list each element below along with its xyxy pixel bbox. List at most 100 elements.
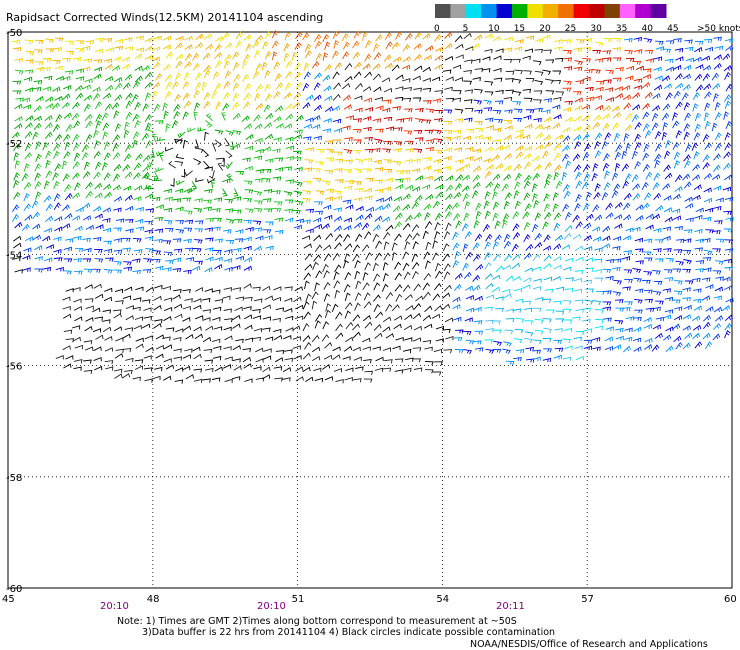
wind-barb <box>62 345 71 351</box>
wind-barb <box>243 306 252 311</box>
wind-barb <box>394 96 404 102</box>
wind-barb <box>344 271 352 281</box>
wind-barb <box>125 315 134 321</box>
wind-barb <box>13 191 21 200</box>
wind-barb <box>442 292 451 299</box>
wind-barb <box>382 203 391 210</box>
wind-barb <box>694 214 703 220</box>
wind-barb <box>45 215 54 223</box>
wind-barb <box>642 251 652 256</box>
wind-barb <box>492 241 500 250</box>
wind-barb <box>132 80 140 89</box>
wind-barb <box>333 367 343 373</box>
wind-barb <box>262 41 269 50</box>
wind-barb <box>714 142 722 151</box>
wind-barb <box>544 141 552 149</box>
wind-barb <box>193 298 202 303</box>
wind-barb <box>114 288 124 294</box>
wind-barb <box>335 332 344 340</box>
wind-barb <box>552 192 559 201</box>
wind-barb <box>342 82 351 90</box>
wind-barb <box>484 339 494 344</box>
wind-barb <box>564 211 572 221</box>
wind-barb <box>685 217 694 222</box>
wind-barb <box>353 30 361 39</box>
wind-barb <box>495 265 504 273</box>
wind-barb <box>473 320 483 325</box>
wind-barb <box>474 121 483 126</box>
wind-barb <box>381 216 391 223</box>
wind-barb <box>563 319 573 324</box>
wind-barb <box>142 268 152 274</box>
wind-barb <box>204 166 213 171</box>
wind-barb <box>584 68 593 74</box>
wind-barb <box>165 327 175 332</box>
wind-barb <box>423 272 432 281</box>
wind-barb <box>524 161 532 170</box>
wind-barb <box>585 288 594 293</box>
wind-barb <box>223 364 232 369</box>
wind-barb <box>125 357 134 363</box>
wind-barb <box>423 323 433 329</box>
wind-barb <box>703 314 712 322</box>
wind-barb <box>514 181 521 190</box>
pass-time-2: 20:10 <box>257 601 286 612</box>
wind-barb <box>583 222 592 229</box>
wind-barb <box>451 202 460 210</box>
wind-barb <box>454 35 463 43</box>
wind-barb <box>724 248 734 253</box>
wind-barb <box>313 234 322 242</box>
wind-barb <box>262 304 271 310</box>
wind-barb <box>283 335 292 340</box>
wind-barb <box>513 118 523 123</box>
wind-barb <box>135 47 144 52</box>
wind-barb <box>122 237 131 242</box>
wind-barb <box>62 305 71 311</box>
wind-barb <box>312 177 322 183</box>
wind-barb <box>85 133 93 143</box>
wind-barb <box>563 50 572 55</box>
wind-barb <box>305 228 314 234</box>
wind-barb <box>642 152 650 161</box>
wind-barb <box>104 63 113 70</box>
wind-barb <box>15 69 24 75</box>
wind-barb <box>201 81 208 91</box>
legend-tick: 35 <box>616 24 627 34</box>
wind-barb <box>102 131 109 140</box>
wind-barb <box>395 118 405 123</box>
wind-barb <box>383 252 391 261</box>
wind-barb <box>651 122 659 131</box>
legend-tick: 40 <box>642 24 654 34</box>
wind-barb <box>642 81 651 89</box>
speed-legend: 0 5 10 15 20 25 30 35 40 45 >50 knots <box>434 4 740 34</box>
wind-barb <box>362 271 369 281</box>
wind-barb <box>625 75 634 81</box>
wind-barb <box>124 327 134 332</box>
wind-barb <box>605 69 614 75</box>
wind-barb <box>485 164 494 171</box>
wind-barb <box>163 207 173 213</box>
wind-barb <box>63 329 73 334</box>
wind-barb <box>395 74 404 80</box>
wind-barb <box>295 218 304 224</box>
wind-barb <box>622 180 630 189</box>
wind-barb <box>335 179 344 184</box>
wind-barb <box>305 117 314 123</box>
wind-barb <box>264 235 273 240</box>
wind-barb <box>483 157 492 163</box>
wind-barb <box>702 133 710 142</box>
wind-barb <box>332 354 341 361</box>
wind-barb <box>205 325 214 331</box>
wind-barb <box>462 135 471 141</box>
wind-barb <box>292 156 302 162</box>
wind-barb <box>553 164 562 172</box>
wind-barb <box>202 378 211 383</box>
wind-barb <box>84 298 94 303</box>
wind-barb <box>154 284 163 290</box>
wind-barb <box>503 47 513 52</box>
wind-barb <box>61 101 70 109</box>
wind-barb <box>362 168 372 173</box>
wind-barb <box>274 167 283 172</box>
wind-barb <box>384 32 392 40</box>
wind-barb <box>82 171 91 179</box>
